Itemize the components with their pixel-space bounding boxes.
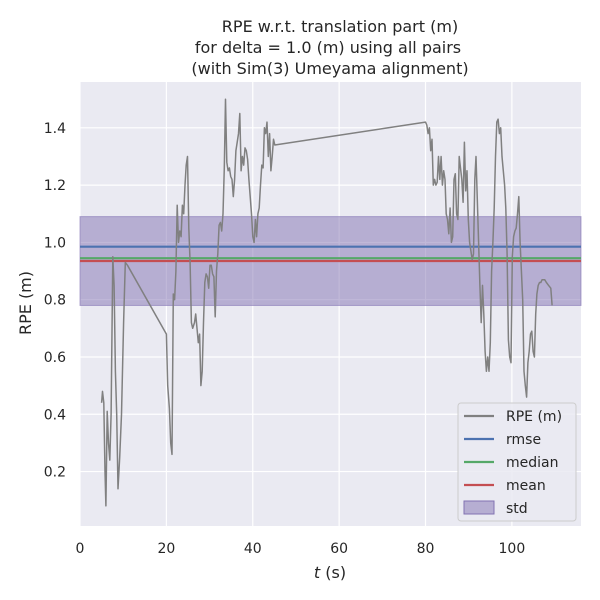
y-tick-label-3: 0.8: [44, 293, 66, 309]
y-tick-label-6: 1.4: [44, 121, 66, 137]
y-tick-label-5: 1.2: [44, 178, 66, 194]
legend-swatch-std: [463, 500, 495, 515]
chart-title-line-3: (with Sim(3) Umeyama alignment): [191, 59, 468, 78]
x-tick-label-0: 0: [76, 541, 85, 557]
y-tick-label-2: 0.6: [44, 350, 66, 366]
legend-label-std: std: [506, 501, 528, 517]
legend-label-mean: mean: [506, 478, 546, 494]
x-tick-label-5: 100: [499, 541, 526, 557]
x-axis-label: t (s): [314, 563, 346, 582]
x-axis-ticks: 0 20 40 60 80 100: [76, 541, 526, 557]
y-tick-label-1: 0.4: [44, 407, 66, 423]
legend-frame: [457, 402, 577, 522]
legend: RPE (m) rmse median mean std: [457, 402, 577, 522]
legend-label-rpe-m: RPE (m): [506, 409, 562, 425]
x-tick-label-1: 20: [157, 541, 175, 557]
chart-title-line-1: RPE w.r.t. translation part (m): [222, 17, 458, 36]
x-tick-label-4: 80: [417, 541, 435, 557]
y-axis-ticks: 0.2 0.4 0.6 0.8 1.0 1.2 1.4: [44, 121, 66, 481]
legend-label-median: median: [506, 455, 558, 471]
legend-label-rmse: rmse: [506, 432, 541, 448]
y-axis-label: RPE (m): [16, 271, 35, 335]
x-tick-label-2: 40: [244, 541, 262, 557]
x-tick-label-3: 60: [330, 541, 348, 557]
y-tick-label-4: 1.0: [44, 235, 66, 251]
chart-title-line-2: for delta = 1.0 (m) using all pairs: [195, 38, 461, 57]
series-line-rpe: [100, 98, 553, 507]
y-tick-label-0: 0.2: [44, 465, 66, 481]
